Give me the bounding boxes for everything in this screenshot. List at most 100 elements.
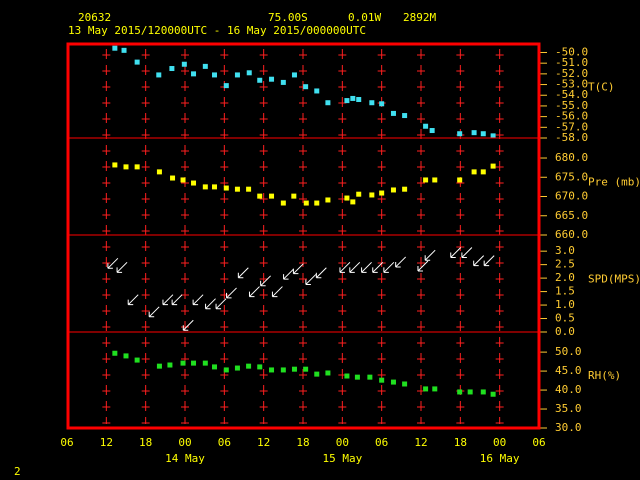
data-point	[291, 193, 297, 199]
data-point	[379, 377, 385, 383]
wind-arrow	[271, 286, 283, 298]
data-point	[169, 66, 175, 72]
wind-arrow	[339, 261, 351, 273]
x-tick-label: 18	[454, 436, 467, 449]
y-axis-label: T(C)	[588, 81, 615, 94]
data-point	[191, 71, 197, 77]
data-point	[402, 381, 408, 387]
data-point	[257, 77, 263, 83]
data-point	[390, 110, 396, 116]
data-point	[112, 45, 118, 51]
y-tick-label: -52.0	[555, 67, 588, 80]
x-tick-label: 12	[257, 436, 270, 449]
data-point	[202, 63, 208, 69]
y-tick-label: 2.5	[555, 258, 575, 271]
y-tick-label: 0.0	[555, 325, 575, 338]
data-point	[303, 366, 309, 372]
grid-crosses	[181, 49, 189, 424]
data-point	[350, 95, 356, 101]
y-tick-label: 2.0	[555, 271, 575, 284]
data-point	[134, 357, 140, 363]
y-tick-label: 1.0	[555, 298, 575, 311]
data-point	[291, 366, 297, 372]
wind-arrow	[315, 267, 327, 279]
data-point	[356, 97, 362, 103]
data-point	[246, 186, 252, 192]
data-point	[234, 365, 240, 371]
x-tick-label: 00	[336, 436, 349, 449]
y-tick-label: -57.0	[555, 120, 588, 133]
data-point	[379, 190, 385, 196]
grid-crosses	[495, 49, 504, 424]
wind-arrow	[473, 255, 485, 267]
data-point	[112, 350, 118, 356]
y-tick-label: 0.5	[555, 312, 575, 325]
data-point	[257, 364, 263, 370]
latitude: 75.00S	[268, 11, 308, 24]
data-point	[170, 175, 176, 181]
data-point	[280, 367, 286, 373]
wind-arrow	[171, 294, 183, 306]
data-point	[223, 83, 229, 89]
wind-arrow	[292, 263, 304, 275]
wind-arrow	[461, 247, 473, 259]
wind-arrow	[417, 260, 429, 272]
data-point	[156, 363, 162, 369]
data-point	[212, 72, 217, 78]
data-point	[280, 79, 286, 85]
x-tick-label: 18	[139, 436, 152, 449]
data-point	[246, 363, 252, 369]
data-point	[234, 72, 240, 78]
data-point	[429, 128, 435, 134]
wind-arrow	[237, 267, 249, 279]
wind-arrow	[349, 261, 361, 273]
x-date-label: 15 May	[322, 452, 362, 465]
data-point	[480, 131, 486, 137]
y-tick-label: -58.0	[555, 131, 588, 144]
data-point	[223, 185, 229, 191]
grid-crosses	[456, 49, 465, 424]
y-tick-label: 665.0	[555, 209, 588, 222]
data-point	[490, 391, 496, 397]
y-tick-label: 35.0	[555, 402, 582, 415]
data-point	[314, 371, 320, 377]
wind-arrow	[116, 261, 128, 273]
data-point	[202, 184, 208, 190]
grid-crosses	[417, 49, 425, 424]
y-tick-label: -51.0	[555, 56, 588, 69]
x-tick-label: 06	[532, 436, 545, 449]
y-tick-label: 45.0	[555, 364, 582, 377]
data-point	[490, 133, 496, 139]
grid-crosses	[259, 49, 268, 424]
x-tick-label: 00	[178, 436, 191, 449]
data-point	[390, 379, 396, 385]
data-point	[325, 370, 331, 376]
wind-arrow	[205, 298, 216, 310]
wind-arrow	[383, 261, 395, 273]
data-point	[471, 130, 477, 136]
wind-arrow	[226, 287, 237, 299]
x-tick-label: 12	[414, 436, 427, 449]
data-point	[457, 131, 463, 137]
y-tick-label: -53.0	[555, 78, 588, 91]
data-point	[325, 197, 331, 203]
data-point	[123, 353, 129, 359]
data-point	[480, 169, 486, 175]
wind-arrow	[483, 255, 495, 267]
wind-arrow	[162, 294, 174, 306]
data-point	[402, 186, 408, 192]
y-tick-label: 3.0	[555, 244, 575, 257]
y-tick-label: 40.0	[555, 383, 582, 396]
data-point	[212, 184, 217, 190]
data-point	[467, 389, 473, 395]
data-point	[390, 187, 396, 193]
data-point	[432, 177, 438, 183]
data-point	[432, 386, 438, 392]
wind-arrow	[127, 294, 139, 306]
y-tick-label: 670.0	[555, 190, 588, 203]
y-tick-label: 50.0	[555, 345, 582, 358]
data-point	[402, 113, 408, 119]
data-point	[303, 200, 309, 206]
